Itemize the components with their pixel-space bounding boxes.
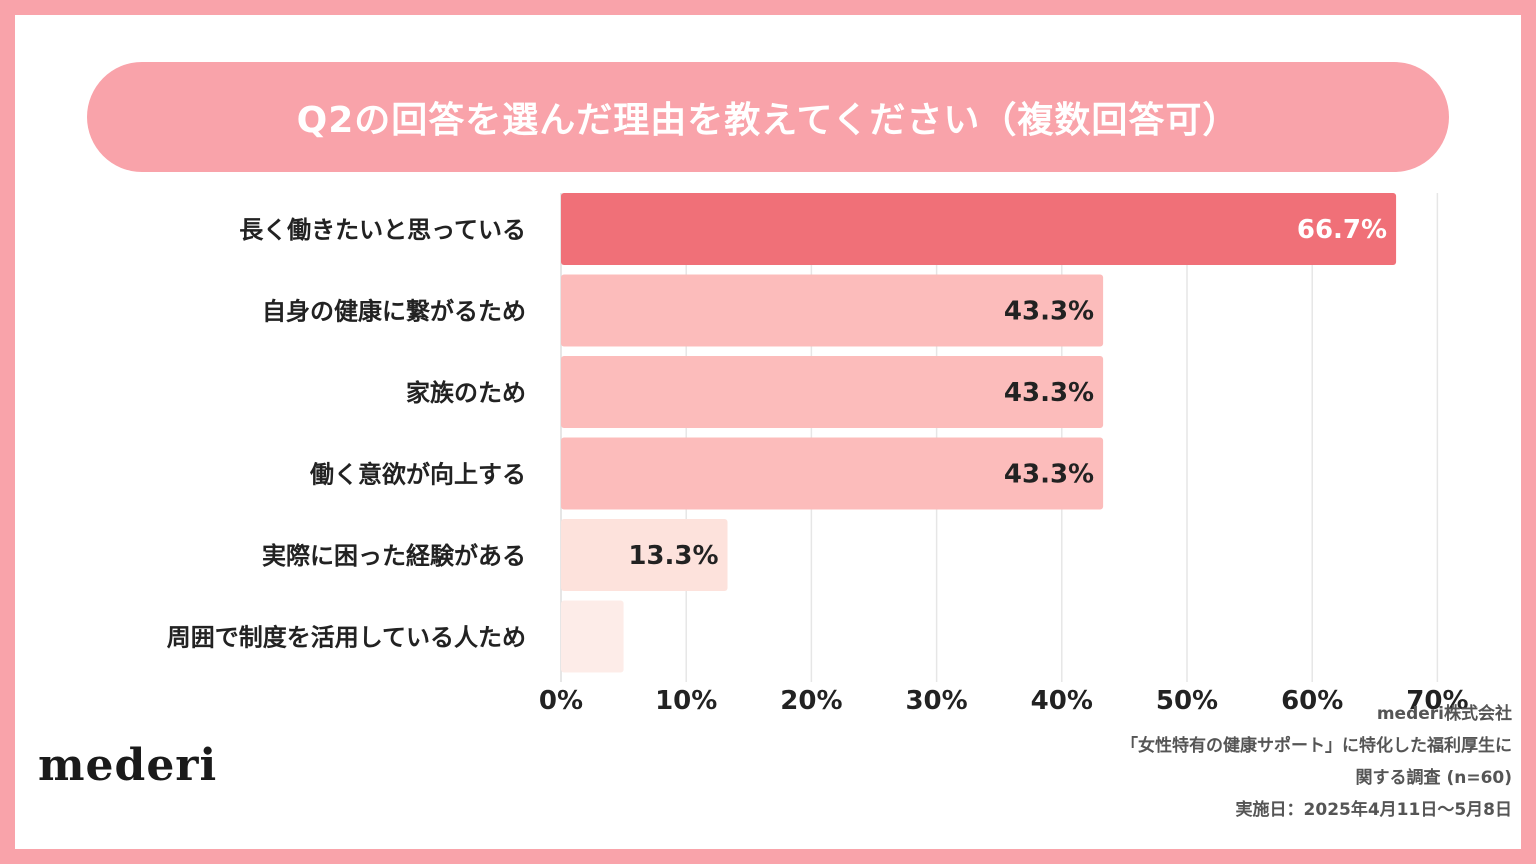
bar: [561, 356, 1104, 428]
data-label: 43.3%: [1004, 378, 1094, 408]
chart-card: Q2の回答を選んだ理由を教えてください（複数回答可）: [15, 15, 1521, 849]
category-label: 家族のため: [406, 379, 526, 407]
footer-info: mederi株式会社 「女性特有の健康サポート」に特化した福利厚生に 関する調査…: [952, 698, 1512, 826]
x-tick-label: 0%: [539, 686, 583, 716]
title-banner: Q2の回答を選んだ理由を教えてください（複数回答可）: [87, 62, 1449, 172]
x-tick-label: 30%: [905, 686, 967, 716]
data-label: 66.7%: [1297, 215, 1387, 245]
category-label: 長く働きたいと思っている: [239, 216, 526, 244]
data-label: 13.3%: [628, 541, 718, 571]
data-label: 43.3%: [1004, 460, 1094, 490]
bar: [561, 600, 624, 673]
bar: [561, 437, 1104, 510]
bar: [561, 193, 1397, 265]
bar: [561, 274, 1104, 347]
footer-company: mederi株式会社: [1376, 704, 1512, 724]
footer-survey-line1: 「女性特有の健康サポート」に特化した福利厚生に: [1121, 736, 1512, 756]
mederi-logo: mederi: [38, 740, 218, 791]
category-label: 自身の健康に繋がるため: [262, 298, 526, 326]
x-tick-label: 60%: [1281, 686, 1343, 716]
data-label: 43.3%: [1004, 297, 1094, 327]
x-tick-label: 10%: [655, 686, 717, 716]
category-label: 実際に困った経験がある: [262, 542, 526, 570]
bar: [561, 519, 728, 591]
x-tick-label: 50%: [1156, 686, 1218, 716]
x-tick-label: 70%: [1406, 686, 1468, 716]
category-label: 働く意欲が向上する: [309, 461, 526, 489]
x-tick-label: 20%: [780, 686, 842, 716]
footer-survey-line2: 関する調査 (n=60): [1355, 768, 1512, 788]
x-tick-label: 40%: [1031, 686, 1093, 716]
chart-title: Q2の回答を選んだ理由を教えてください（複数回答可）: [296, 100, 1240, 141]
category-label: 周囲で制度を活用している人ため: [167, 624, 526, 652]
footer-date: 実施日：2025年4月11日〜5月8日: [1235, 800, 1512, 820]
